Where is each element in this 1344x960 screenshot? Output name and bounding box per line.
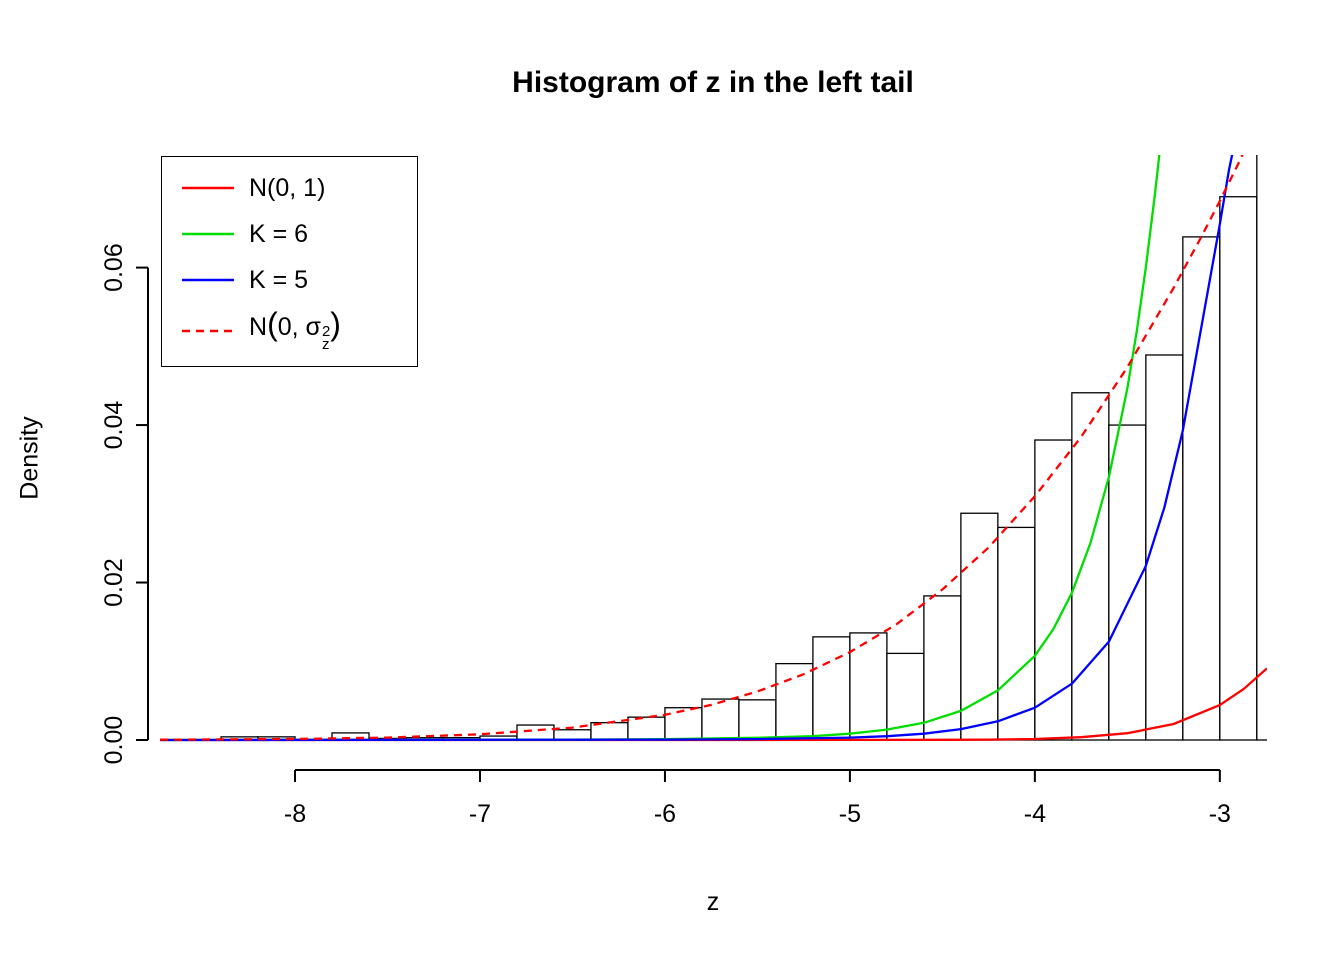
histogram-bar bbox=[812, 636, 851, 741]
histogram-bar bbox=[516, 724, 555, 741]
legend-line-k5 bbox=[182, 278, 234, 282]
histogram-bar bbox=[1108, 424, 1147, 741]
legend-line-k6 bbox=[182, 232, 234, 236]
legend-label-n0-sigma2: N(0, σ 2 z) bbox=[249, 308, 341, 353]
legend-label-middle: 0, bbox=[277, 312, 306, 341]
y-axis: 0.00 0.02 0.04 0.06 bbox=[100, 243, 149, 765]
histogram-bars bbox=[220, 155, 1267, 741]
histogram-bar bbox=[664, 707, 703, 741]
histogram-bar bbox=[923, 595, 962, 741]
x-axis-title: z bbox=[706, 888, 720, 916]
legend-label-k5: K = 5 bbox=[249, 265, 309, 294]
curve-n0-sigma2 bbox=[160, 155, 1244, 741]
x-axis: -8 -7 -6 -5 -4 -3 bbox=[284, 769, 1231, 828]
y-tick-label: 0.02 bbox=[100, 558, 128, 607]
legend-item-n0-sigma2: N(0, σ 2 z) bbox=[181, 308, 417, 353]
left-paren: ( bbox=[267, 305, 278, 342]
legend-item-n01: N(0, 1) bbox=[181, 174, 417, 203]
histogram-bar bbox=[1182, 236, 1221, 741]
sigma-superscript: 2 bbox=[321, 322, 331, 340]
histogram-bar bbox=[1071, 392, 1110, 741]
histogram-bar bbox=[1219, 196, 1258, 741]
x-tick-label: -7 bbox=[469, 800, 491, 828]
histogram-bar bbox=[849, 632, 888, 741]
histogram-bar bbox=[997, 526, 1036, 741]
histogram-bar bbox=[960, 512, 999, 741]
right-paren: ) bbox=[330, 305, 341, 342]
y-tick-label: 0.06 bbox=[100, 243, 128, 292]
legend: N(0, 1) K = 6 K = 5 N(0, σ 2 z) bbox=[161, 156, 418, 367]
x-tick-label: -6 bbox=[654, 800, 676, 828]
legend-label-n01: N(0, 1) bbox=[249, 173, 326, 202]
legend-label-prefix: N bbox=[249, 312, 268, 341]
x-tick-label: -8 bbox=[284, 800, 306, 828]
legend-item-k6: K = 6 bbox=[181, 220, 417, 249]
histogram-bar bbox=[627, 716, 666, 741]
y-tick-label: 0.04 bbox=[100, 401, 128, 450]
chart-title: Histogram of z in the left tail bbox=[512, 66, 914, 99]
legend-item-k5: K = 5 bbox=[181, 266, 417, 295]
sigma-subscript: z bbox=[321, 335, 330, 353]
y-tick-label: 0.00 bbox=[100, 716, 128, 765]
histogram-bar bbox=[1256, 155, 1267, 741]
y-axis-title: Density bbox=[15, 416, 44, 500]
x-tick-label: -3 bbox=[1209, 800, 1231, 828]
x-tick-label: -5 bbox=[839, 800, 861, 828]
histogram-bar bbox=[775, 662, 814, 741]
curve-n01 bbox=[160, 667, 1267, 742]
x-tick-label: -4 bbox=[1024, 800, 1046, 828]
sigma-symbol: σ bbox=[305, 312, 321, 341]
curve-k5 bbox=[160, 155, 1234, 742]
curve-k6 bbox=[160, 155, 1161, 742]
histogram-bar bbox=[738, 699, 777, 741]
legend-label-k6: K = 6 bbox=[249, 219, 309, 248]
legend-line-n01 bbox=[182, 186, 234, 190]
legend-line-n0-sigma2 bbox=[182, 329, 234, 332]
